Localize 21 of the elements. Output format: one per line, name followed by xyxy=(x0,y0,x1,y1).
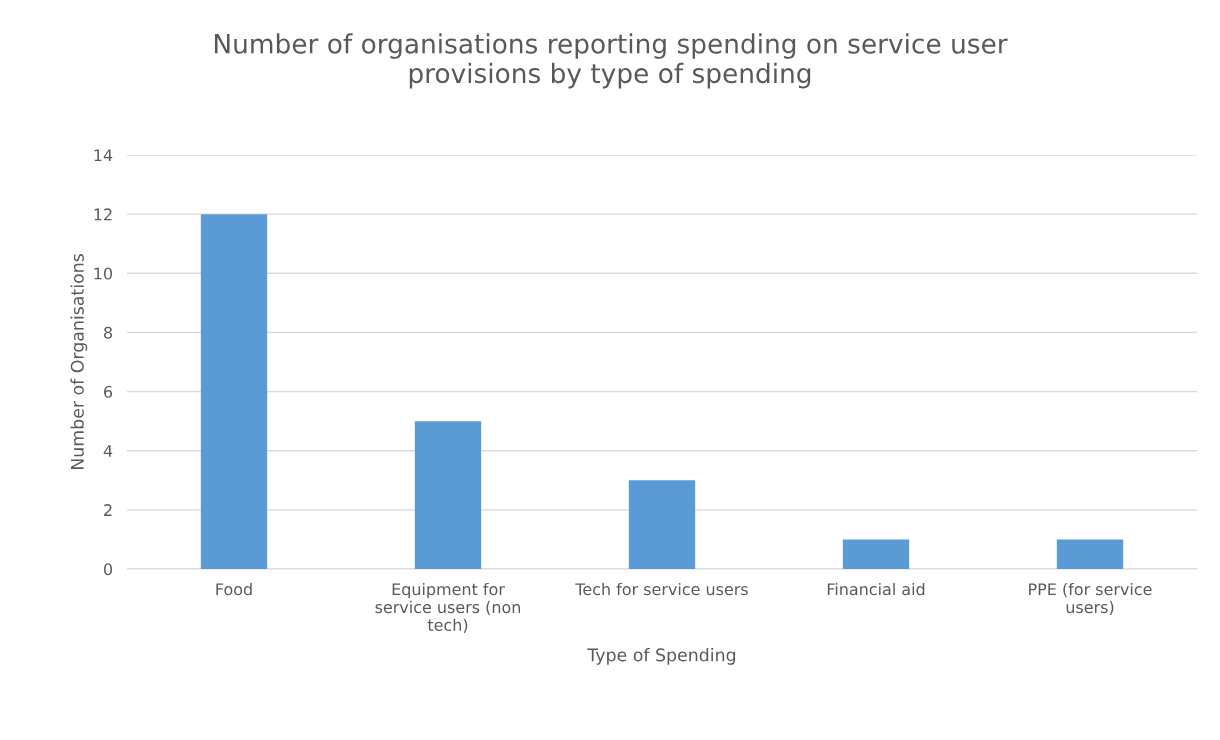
bar xyxy=(842,539,910,569)
x-axis-title: Type of Spending xyxy=(587,648,736,665)
y-tick-label: 6 xyxy=(104,385,113,398)
x-tick-label: Tech for service users xyxy=(575,582,748,596)
y-tick-label: 8 xyxy=(104,326,113,339)
y-tick-label: 4 xyxy=(103,445,113,457)
y-tick-label: 10 xyxy=(94,267,113,280)
chart-title: Number of organisations reporting spending on service user provisions by type of spending xyxy=(214,33,1008,89)
x-tick-label: PPE (for service users) xyxy=(1029,582,1152,616)
bar xyxy=(200,214,268,569)
x-tick-label: Financial aid xyxy=(827,582,925,596)
y-tick-label: 12 xyxy=(94,208,112,221)
y-tick-label: 0 xyxy=(104,563,113,576)
x-tick-label: Equipment for service users (non tech) xyxy=(375,582,521,633)
y-tick-label: 2 xyxy=(104,504,112,516)
x-tick-label: Food xyxy=(216,582,252,596)
bar xyxy=(414,421,482,569)
y-axis-title: Number of Organisations xyxy=(70,254,88,470)
bar xyxy=(1056,539,1124,569)
y-tick-label: 14 xyxy=(94,149,113,162)
bar xyxy=(628,480,696,569)
